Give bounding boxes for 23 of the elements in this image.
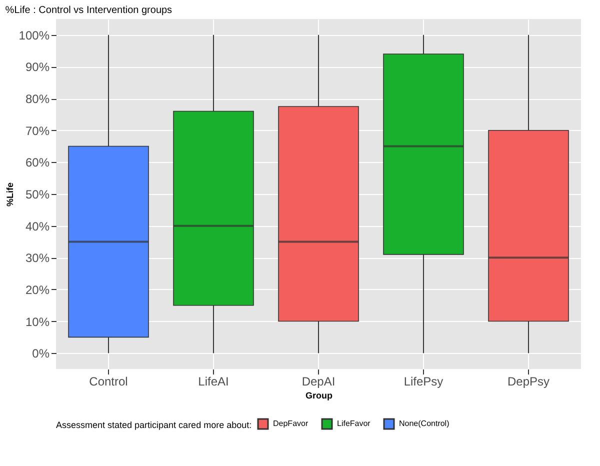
y-tick-label: 20% [25, 282, 50, 297]
chart-title: %Life : Control vs Intervention groups [5, 5, 172, 16]
y-tick-label: 40% [25, 219, 50, 234]
x-tick-label: LifePsy [404, 374, 444, 388]
y-tick-label: 90% [25, 60, 50, 74]
y-tick-label: 30% [25, 251, 50, 266]
y-axis-title: %Life [4, 182, 15, 207]
y-tick-label: 0% [32, 346, 50, 361]
y-tick-label: 10% [25, 314, 50, 329]
y-tick-label: 50% [25, 188, 50, 202]
y-tick-label: 60% [25, 156, 50, 170]
legend-label: DepFavor [273, 419, 308, 428]
y-tick-label: 80% [25, 92, 50, 106]
x-tick-label: LifeAI [198, 374, 229, 388]
legend-label: LifeFavor [337, 419, 371, 428]
legend-title: Assessment stated participant cared more about: [56, 420, 252, 430]
x-tick-label: DepPsy [507, 374, 550, 388]
x-tick-label: DepAI [302, 374, 336, 388]
y-tick-label: 100% [18, 28, 50, 42]
legend-label: None(Control) [399, 419, 450, 428]
y-tick-label: 70% [25, 124, 50, 138]
x-axis-title: Group [306, 390, 333, 400]
x-tick-label: Control [89, 374, 128, 388]
